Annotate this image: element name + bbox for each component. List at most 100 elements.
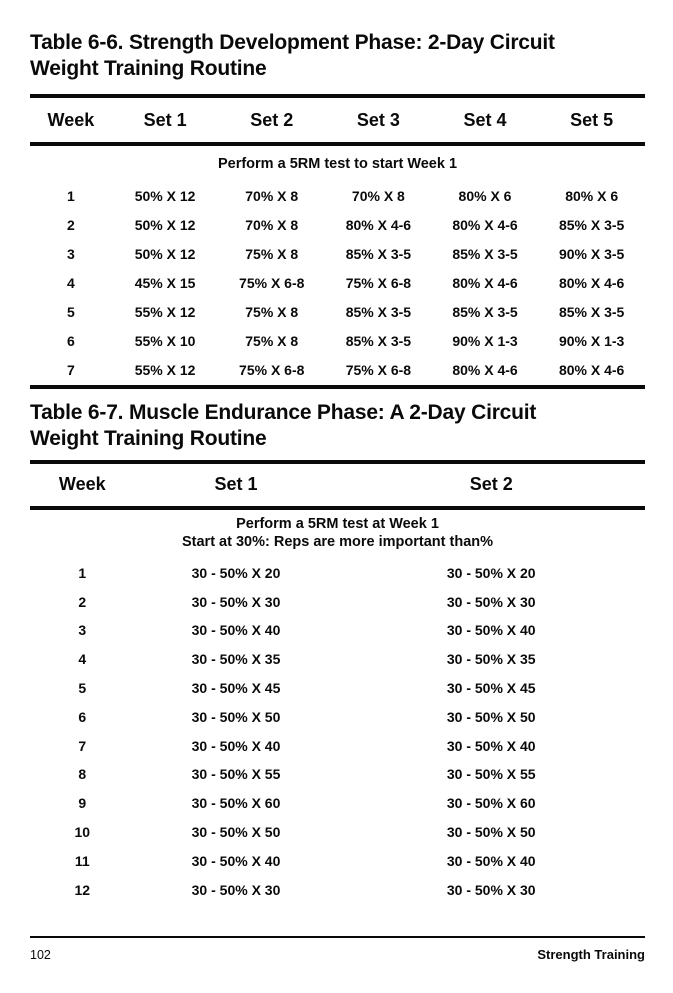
table-cell: 50% X 12 (134, 246, 196, 262)
table-cell: 30 - 50% X 30 (191, 881, 281, 898)
table-cell: 6 (66, 333, 75, 349)
table1-note: Perform a 5RM test to start Week 1 (217, 156, 458, 172)
table-cell: 30 - 50% X 40 (446, 852, 536, 869)
table-cell: 30 - 50% X 55 (446, 766, 536, 783)
table1-title-line2: Weight Training Routine (30, 57, 267, 80)
table-cell: 90% X 1-3 (452, 333, 518, 349)
table-cell: 4 (66, 275, 75, 291)
table1-header-row: Week Set 1 Set 2 Set 3 Set 4 Set 5 (30, 98, 645, 142)
table-cell: 85% X 3-5 (345, 333, 412, 349)
table-cell: 50% X 12 (134, 188, 196, 204)
table-cell: 4 (78, 651, 87, 668)
table2-col-set2: Set 2 (469, 474, 513, 494)
table-cell: 30 - 50% X 30 (446, 881, 536, 898)
table2-top-rule (30, 459, 645, 464)
table-cell: 5 (66, 304, 75, 320)
table2-title-line2: Weight Training Routine (30, 426, 267, 450)
table-row: 7 30 - 50% X 40 30 - 50% X 40 (30, 731, 645, 760)
table-cell: 30 - 50% X 55 (191, 766, 281, 783)
table-cell: 70% X 8 (245, 188, 299, 204)
footer-section-label: Strength Training (537, 947, 645, 962)
table1-col-week: Week (47, 109, 95, 130)
table-cell: 3 (66, 246, 75, 262)
table-cell: 1 (66, 188, 75, 204)
table-row: 11 30 - 50% X 40 30 - 50% X 40 (30, 846, 645, 875)
table-cell: 7 (66, 362, 75, 378)
table-cell: 10 (74, 824, 91, 841)
table-row: 6 30 - 50% X 50 30 - 50% X 50 (30, 702, 645, 731)
table-cell: 85% X 3-5 (345, 246, 412, 262)
table-cell: 70% X 8 (245, 217, 299, 233)
table-cell: 50% X 12 (134, 217, 196, 233)
table1-body: 1 50% X 12 70% X 8 70% X 8 80% X 6 80% X… (30, 182, 645, 385)
table1-header-rule (30, 142, 645, 146)
table-cell: 75% X 6-8 (345, 275, 412, 291)
table-cell: 30 - 50% X 60 (446, 795, 536, 812)
table-cell: 85% X 3-5 (558, 304, 625, 320)
table-cell: 70% X 8 (351, 188, 405, 204)
table-row: 4 30 - 50% X 35 30 - 50% X 35 (30, 645, 645, 674)
table-cell: 85% X 3-5 (452, 246, 518, 262)
table-cell: 30 - 50% X 40 (446, 622, 536, 639)
table-cell: 5 (78, 680, 87, 697)
table-cell: 30 - 50% X 35 (191, 651, 281, 668)
table-cell: 6 (78, 708, 87, 725)
table2-title-line1: Table 6-7. Muscle Endurance Phase: A 2-D… (30, 400, 537, 424)
table-cell: 75% X 6-8 (239, 362, 305, 378)
table-cell: 30 - 50% X 35 (446, 651, 536, 668)
table1-top-rule (30, 94, 645, 98)
table-cell: 8 (78, 766, 87, 783)
footer-rule (30, 936, 645, 938)
table-cell: 30 - 50% X 40 (446, 737, 536, 754)
table-cell: 30 - 50% X 50 (446, 708, 536, 725)
table-cell: 3 (78, 622, 87, 639)
table-cell: 30 - 50% X 40 (191, 852, 281, 869)
table2-note-line1: Perform a 5RM test at Week 1 (236, 515, 439, 532)
table1-col-set3: Set 3 (356, 109, 400, 130)
table-cell: 90% X 3-5 (558, 246, 625, 262)
table-cell: 2 (66, 217, 75, 233)
table-row: 1 50% X 12 70% X 8 70% X 8 80% X 6 80% X… (30, 182, 645, 211)
table-cell: 90% X 1-3 (558, 333, 625, 349)
table-cell: 30 - 50% X 20 (191, 564, 281, 581)
table2-title: Table 6-7. Muscle Endurance Phase: A 2-D… (30, 400, 645, 452)
page-content: Table 6-6. Strength Development Phase: 2… (30, 31, 645, 905)
table-cell: 80% X 4-6 (452, 275, 518, 291)
table-row: 6 55% X 10 75% X 8 85% X 3-5 90% X 1-3 9… (30, 327, 645, 356)
table1-col-set2: Set 2 (250, 109, 294, 130)
table-cell: 30 - 50% X 45 (446, 680, 536, 697)
table-cell: 45% X 15 (134, 275, 196, 291)
table-cell: 80% X 4-6 (452, 217, 518, 233)
table-cell: 12 (74, 881, 91, 898)
table-row: 9 30 - 50% X 60 30 - 50% X 60 (30, 789, 645, 818)
table2-col-week: Week (58, 474, 106, 494)
table-cell: 30 - 50% X 45 (191, 680, 281, 697)
table-cell: 30 - 50% X 30 (446, 593, 536, 610)
table-row: 1 30 - 50% X 20 30 - 50% X 20 (30, 559, 645, 588)
table-row: 8 30 - 50% X 55 30 - 50% X 55 (30, 760, 645, 789)
table-cell: 85% X 3-5 (452, 304, 518, 320)
table2-note-line2: Start at 30%: Reps are more important th… (181, 534, 494, 550)
table-row: 3 50% X 12 75% X 8 85% X 3-5 85% X 3-5 9… (30, 240, 645, 269)
table-row: 10 30 - 50% X 50 30 - 50% X 50 (30, 818, 645, 847)
table-row: 3 30 - 50% X 40 30 - 50% X 40 (30, 616, 645, 645)
table-cell: 80% X 4-6 (558, 362, 625, 378)
table1-col-set4: Set 4 (463, 109, 507, 130)
table-cell: 55% X 12 (134, 362, 196, 378)
table1-col-set1: Set 1 (143, 109, 187, 130)
table-cell: 80% X 6 (458, 188, 512, 204)
table-cell: 80% X 4-6 (558, 275, 625, 291)
table-cell: 75% X 6-8 (345, 362, 412, 378)
table-cell: 30 - 50% X 40 (191, 737, 281, 754)
table-cell: 30 - 50% X 20 (446, 564, 536, 581)
table2-body: 1 30 - 50% X 20 30 - 50% X 20 2 30 - 50%… (30, 559, 645, 905)
table2-header-row: Week Set 1 Set 2 (30, 464, 645, 506)
table2-header-rule (30, 505, 645, 510)
table1-bottom-rule (30, 384, 645, 389)
table-cell: 30 - 50% X 60 (191, 795, 281, 812)
table-row: 7 55% X 12 75% X 6-8 75% X 6-8 80% X 4-6… (30, 356, 645, 385)
page-footer: 102 Strength Training (30, 936, 645, 962)
table-cell: 11 (74, 852, 90, 869)
table-cell: 75% X 8 (245, 246, 299, 262)
